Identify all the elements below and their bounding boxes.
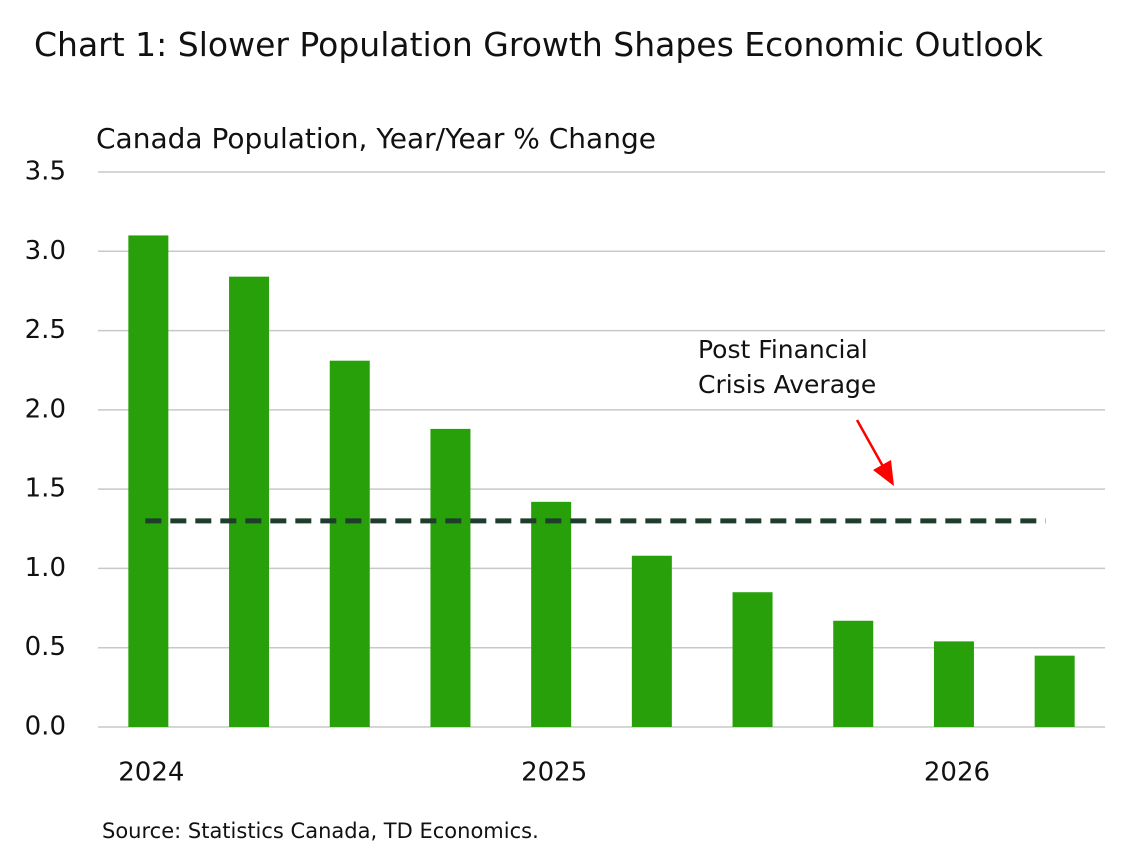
bar (933, 641, 974, 727)
x-tick-label: 2025 (521, 758, 587, 788)
x-tick-label: 2026 (924, 758, 990, 788)
annotation-arrow (855, 419, 894, 486)
y-tick-label: 1.5 (25, 474, 66, 504)
y-tick-label: 2.0 (25, 394, 66, 424)
y-tick-label: 0.0 (25, 712, 66, 742)
bar (128, 235, 169, 727)
bar (329, 360, 370, 727)
y-tick-label: 3.0 (25, 236, 66, 266)
source-note: Source: Statistics Canada, TD Economics. (102, 819, 539, 843)
bar (229, 276, 270, 727)
bar (732, 592, 773, 727)
y-tick-label: 0.5 (25, 632, 66, 662)
bar (833, 620, 874, 727)
annotation: Post Financial (698, 335, 868, 364)
x-tick-label: 2024 (118, 758, 184, 788)
annotation: Crisis Average (698, 370, 876, 399)
bar (1034, 655, 1075, 727)
bar (430, 428, 471, 727)
y-tick-label: 1.0 (25, 553, 66, 583)
chart-title: Chart 1: Slower Population Growth Shapes… (34, 25, 1043, 64)
y-tick-label: 3.5 (25, 157, 66, 187)
bar (631, 555, 672, 727)
y-tick-label: 2.5 (25, 315, 66, 345)
bar (531, 501, 572, 727)
chart-subtitle: Canada Population, Year/Year % Change (96, 122, 656, 155)
